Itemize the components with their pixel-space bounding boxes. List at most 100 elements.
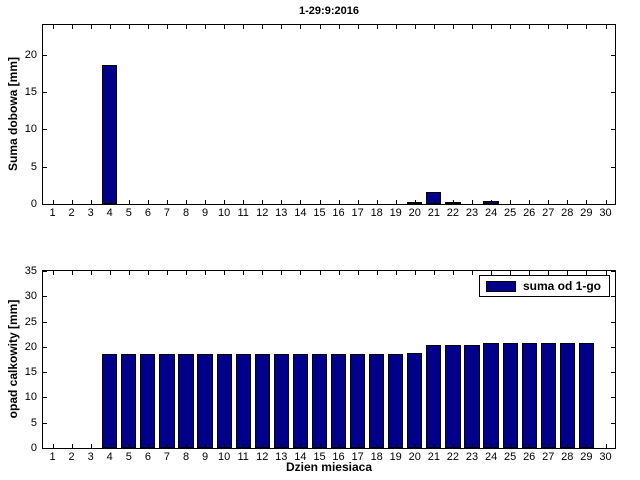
y-tick-mark xyxy=(611,372,615,374)
x-tick-label: 27 xyxy=(542,451,555,463)
x-tick-label: 30 xyxy=(599,451,612,463)
x-tick-mark xyxy=(243,444,245,448)
x-tick-mark xyxy=(109,444,111,448)
x-tick-mark xyxy=(243,25,245,29)
bar-day-23 xyxy=(464,344,480,448)
x-tick-label: 4 xyxy=(106,451,113,463)
x-tick-mark xyxy=(510,25,512,29)
x-tick-mark xyxy=(395,200,397,204)
y-tick-mark xyxy=(43,271,47,272)
y-tick-mark xyxy=(43,448,47,449)
x-tick-mark xyxy=(300,200,302,204)
x-tick-mark xyxy=(586,444,588,448)
x-tick-mark xyxy=(414,200,416,204)
x-tick-mark xyxy=(300,444,302,448)
x-tick-mark xyxy=(90,271,92,275)
x-tick-label: 11 xyxy=(237,451,249,463)
x-tick-mark xyxy=(472,444,473,448)
x-tick-mark xyxy=(90,200,92,204)
y-tick-label: 25 xyxy=(24,315,37,328)
y-tick-mark xyxy=(611,346,615,348)
x-tick-mark xyxy=(319,25,321,29)
x-tick-mark xyxy=(186,271,187,275)
x-tick-mark xyxy=(90,444,92,448)
x-tick-mark xyxy=(166,200,168,204)
x-tick-mark xyxy=(186,25,187,29)
bar-day-18 xyxy=(369,353,385,448)
x-tick-label: 26 xyxy=(523,207,536,219)
y-tick-label: 10 xyxy=(24,123,37,136)
x-tick-mark xyxy=(205,200,207,204)
x-tick-label: 15 xyxy=(313,207,326,219)
y-tick-label: 10 xyxy=(24,391,37,404)
x-tick-mark xyxy=(147,444,149,448)
x-tick-mark xyxy=(166,271,168,275)
x-tick-mark xyxy=(109,200,111,204)
y-tick-mark xyxy=(43,92,47,94)
x-tick-mark xyxy=(262,271,264,275)
bar-day-24 xyxy=(483,201,499,204)
x-tick-label: 24 xyxy=(484,451,498,463)
y-tick-label: 0 xyxy=(30,442,37,454)
x-tick-mark xyxy=(548,200,550,204)
x-tick-label: 1 xyxy=(49,451,56,463)
x-tick-mark xyxy=(567,25,569,29)
bar-day-4 xyxy=(102,65,118,204)
x-tick-mark xyxy=(186,444,187,448)
x-tick-mark xyxy=(319,444,321,448)
y-tick-mark xyxy=(43,422,47,424)
x-tick-mark xyxy=(128,271,130,275)
x-tick-mark xyxy=(357,200,359,204)
y-tick-label: 5 xyxy=(30,416,37,429)
x-tick-mark xyxy=(338,25,340,29)
x-tick-mark xyxy=(128,25,130,29)
legend: suma od 1-go xyxy=(478,275,610,297)
x-tick-label: 27 xyxy=(542,207,555,219)
x-tick-mark xyxy=(357,444,359,448)
x-tick-mark xyxy=(52,25,54,29)
x-tick-mark xyxy=(224,444,226,448)
bar-day-25 xyxy=(502,342,518,448)
x-tick-label: 20 xyxy=(408,451,421,463)
y-axis-label-bottom: opad calkowity [mm] xyxy=(6,299,20,419)
bar-day-10 xyxy=(216,353,232,448)
x-tick-mark xyxy=(109,271,111,275)
x-tick-label: 16 xyxy=(332,451,345,463)
x-tick-label: 7 xyxy=(163,207,170,219)
figure-title: 1-29:9:2016 xyxy=(299,5,359,17)
x-tick-mark xyxy=(529,444,531,448)
x-tick-mark xyxy=(491,271,493,275)
x-tick-label: 4 xyxy=(106,207,113,219)
x-tick-mark xyxy=(586,25,588,29)
x-tick-mark xyxy=(395,444,397,448)
x-tick-label: 13 xyxy=(275,207,288,219)
x-tick-label: 25 xyxy=(503,207,517,219)
x-tick-mark xyxy=(281,444,283,448)
x-tick-label: 10 xyxy=(217,207,231,219)
x-tick-mark xyxy=(376,271,378,275)
y-tick-mark xyxy=(43,54,47,56)
y-tick-mark xyxy=(43,372,47,374)
x-tick-mark xyxy=(52,200,54,204)
y-tick-mark xyxy=(43,321,47,323)
y-tick-label: 15 xyxy=(24,86,37,99)
y-tick-mark xyxy=(611,296,615,298)
x-tick-mark xyxy=(491,25,493,29)
x-tick-mark xyxy=(262,25,264,29)
y-tick-label: 30 xyxy=(24,290,37,303)
x-tick-mark xyxy=(224,271,226,275)
x-tick-label: 23 xyxy=(465,451,479,463)
x-tick-mark xyxy=(71,444,73,448)
x-tick-label: 19 xyxy=(389,207,402,219)
x-tick-mark xyxy=(452,200,454,204)
x-tick-label: 16 xyxy=(332,207,345,219)
y-tick-mark xyxy=(611,422,615,424)
x-tick-mark xyxy=(71,25,73,29)
x-tick-mark xyxy=(281,200,283,204)
x-tick-mark xyxy=(357,271,359,275)
x-tick-mark xyxy=(166,444,168,448)
x-tick-label: 29 xyxy=(580,451,593,463)
bar-day-12 xyxy=(254,353,270,448)
x-tick-mark xyxy=(147,25,149,29)
